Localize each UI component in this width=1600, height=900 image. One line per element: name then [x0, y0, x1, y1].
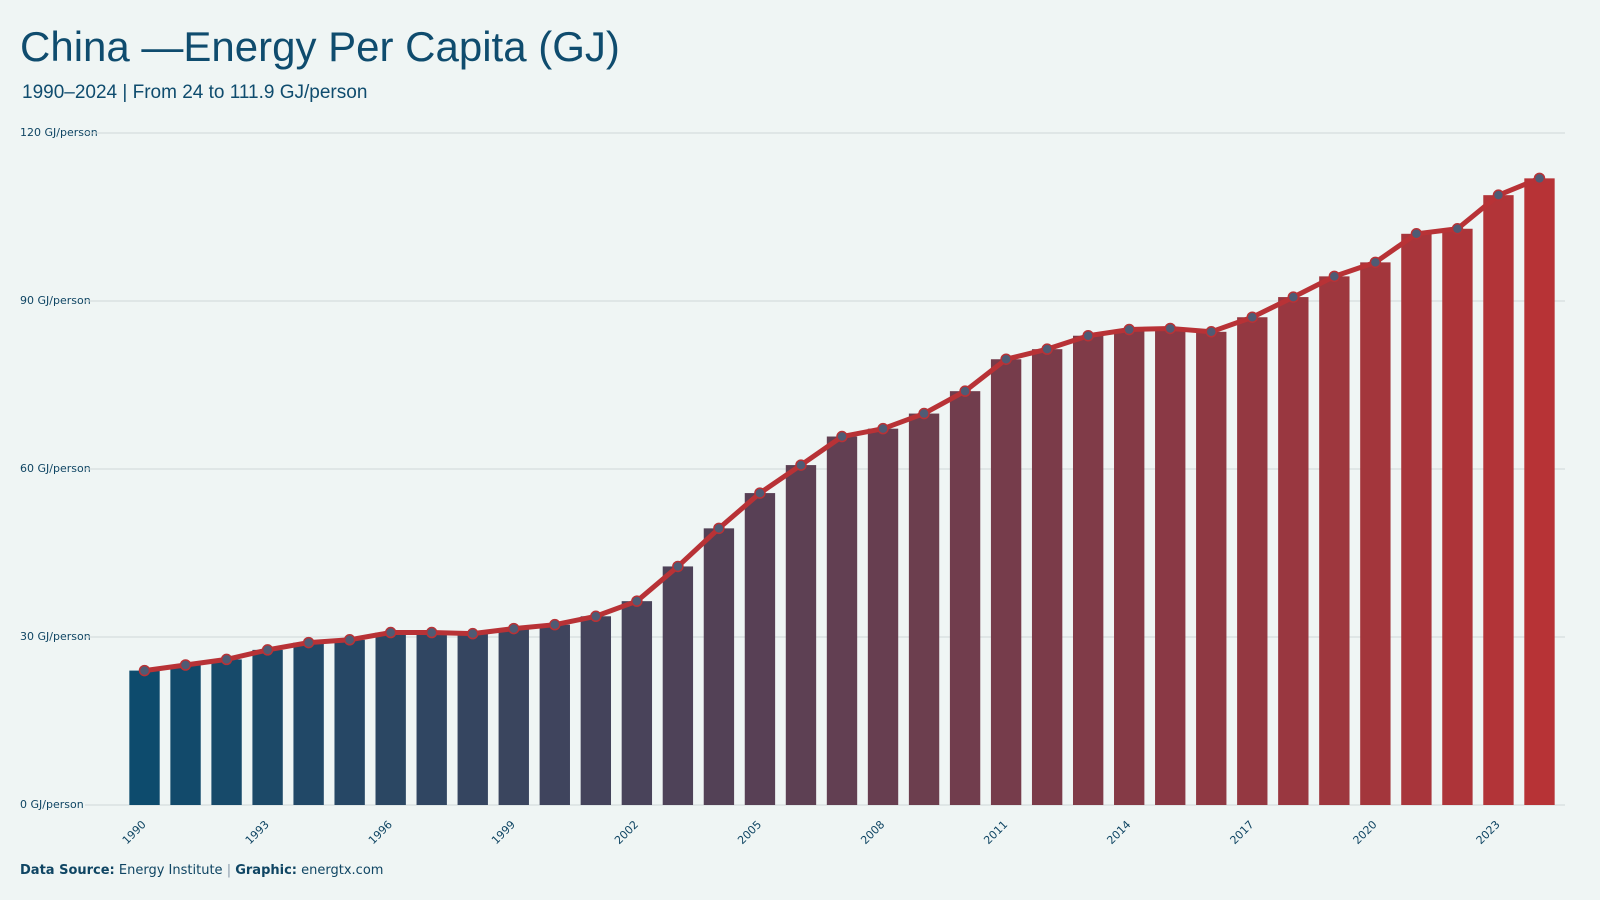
source-label: Data Source: [20, 863, 115, 878]
y-tick-label: 30 GJ/person [20, 630, 91, 643]
bar [1442, 228, 1473, 805]
point [1533, 172, 1546, 185]
bar [1278, 297, 1309, 805]
bar [1196, 331, 1227, 805]
bar [129, 670, 160, 805]
bar [1155, 328, 1186, 805]
point [425, 626, 438, 639]
bar [334, 639, 365, 805]
bar [1483, 195, 1514, 805]
point [1287, 291, 1300, 303]
bar [867, 428, 899, 805]
point [1410, 228, 1423, 240]
x-tick-label: 2014 [1104, 818, 1133, 847]
point [261, 644, 274, 656]
bar [990, 359, 1022, 805]
point [466, 627, 479, 640]
y-tick-label: 0 GJ/person [20, 798, 84, 811]
bar [416, 632, 447, 805]
bar [1360, 262, 1391, 805]
point [179, 659, 192, 671]
y-tick-label: 90 GJ/person [20, 294, 91, 307]
bar [1072, 335, 1104, 805]
bar [1401, 233, 1432, 806]
x-tick-label: 1996 [366, 818, 395, 847]
point [549, 618, 561, 631]
point [959, 385, 971, 397]
x-tick-label: 2005 [735, 818, 764, 847]
point [590, 610, 602, 623]
point [1000, 353, 1012, 365]
bar [498, 628, 529, 805]
point [508, 622, 520, 635]
bar [949, 391, 981, 805]
bar [252, 649, 283, 805]
point [918, 407, 930, 420]
point [302, 636, 315, 649]
bar [908, 413, 940, 805]
bar [170, 665, 201, 805]
bar [211, 659, 242, 805]
bar [1031, 349, 1063, 805]
point [631, 595, 643, 607]
point [220, 653, 233, 666]
x-tick-label: 1993 [243, 818, 272, 847]
bar [703, 528, 735, 805]
point [836, 430, 848, 443]
point [1082, 329, 1094, 342]
bar [1114, 329, 1145, 805]
point [1205, 326, 1218, 338]
x-tick-label: 2002 [612, 818, 641, 847]
x-tick-label: 2017 [1228, 818, 1257, 847]
point [877, 422, 889, 435]
y-tick-label: 60 GJ/person [20, 462, 91, 475]
bar [826, 436, 858, 805]
bar [621, 601, 653, 805]
point [754, 487, 766, 499]
point [1451, 223, 1464, 235]
point [1246, 311, 1259, 323]
point [1164, 322, 1176, 335]
bar [539, 624, 570, 805]
bar [293, 642, 324, 805]
bar [1319, 276, 1350, 805]
point [138, 664, 151, 677]
bar [375, 632, 406, 805]
bar [744, 493, 776, 805]
separator: | [227, 863, 231, 878]
x-tick-label: 1990 [120, 818, 149, 847]
bar [1237, 317, 1268, 805]
graphic: energtx.com [301, 863, 383, 878]
point [1328, 270, 1341, 283]
bar [580, 616, 612, 805]
graphic-label: Graphic: [235, 863, 297, 878]
bar [662, 566, 694, 805]
point [713, 522, 725, 535]
chart-title: China —Energy Per Capita (GJ) [20, 23, 620, 70]
point [672, 560, 684, 573]
x-tick-label: 2023 [1474, 818, 1503, 847]
point [343, 634, 356, 646]
point [1041, 343, 1053, 355]
x-tick-label: 1999 [489, 818, 518, 847]
point [384, 626, 397, 639]
point [795, 459, 807, 471]
point [1492, 189, 1505, 201]
x-tick-label: 2020 [1351, 818, 1380, 847]
y-tick-label: 120 GJ/person [20, 126, 98, 139]
chart-subtitle: 1990–2024 | From 24 to 111.9 GJ/person [22, 82, 367, 103]
x-tick-label: 2008 [858, 818, 887, 847]
point [1369, 256, 1382, 269]
bar [1524, 178, 1555, 806]
bar [785, 465, 817, 805]
footer: Data Source: Energy Institute | Graphic:… [20, 863, 383, 878]
bar [457, 633, 488, 805]
source: Energy Institute [119, 863, 223, 878]
point [1123, 323, 1135, 336]
x-tick-label: 2011 [981, 818, 1010, 847]
